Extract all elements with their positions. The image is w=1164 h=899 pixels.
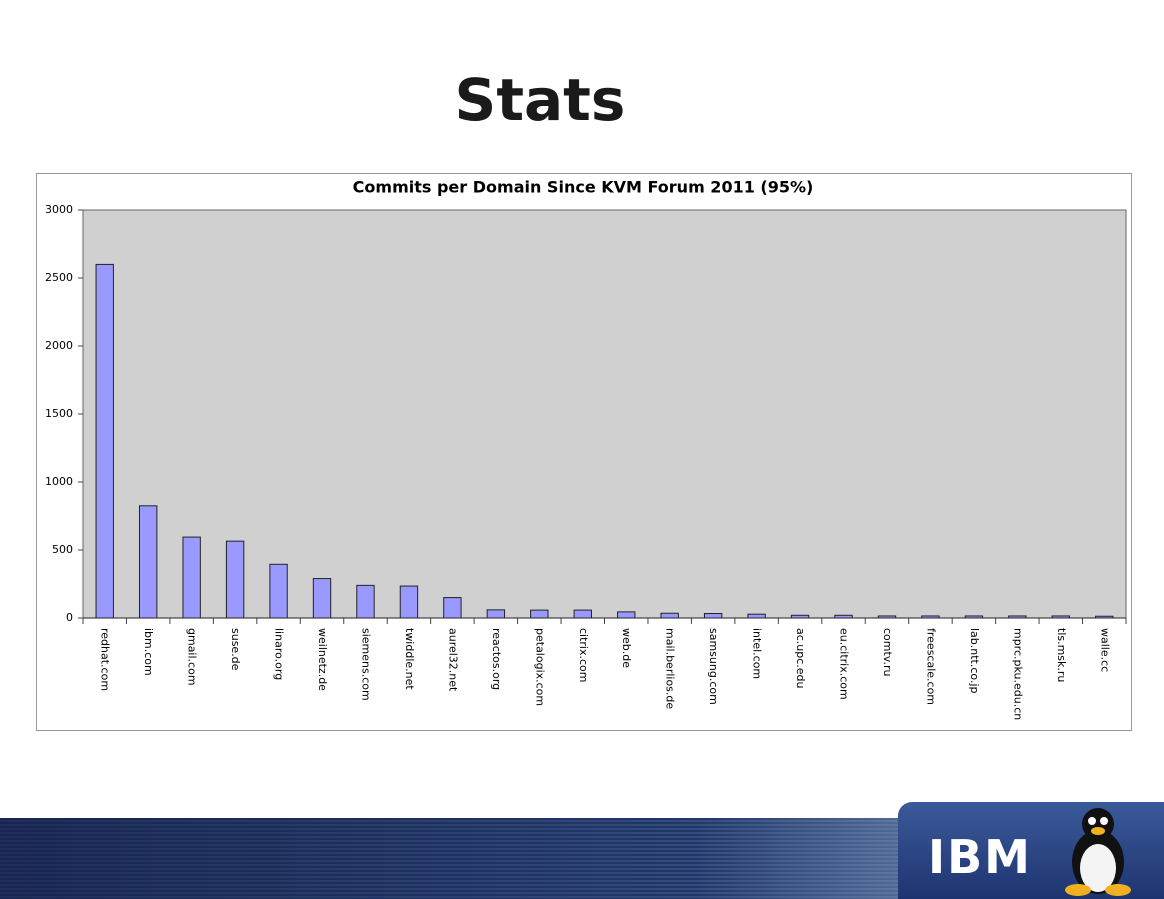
plot-area [82, 209, 1127, 619]
bar [443, 597, 462, 619]
x-tick-label: lab.ntt.co.jp [968, 628, 981, 694]
x-tick-label: petalogix.com [533, 628, 546, 706]
x-tick-label: ibm.com [142, 628, 155, 676]
bar [225, 540, 245, 619]
x-tick-label: samsung.com [707, 628, 720, 705]
bar [182, 536, 201, 619]
y-tick-label: 0 [66, 611, 73, 624]
chart-title: Commits per Domain Since KVM Forum 2011 … [353, 178, 814, 197]
bar [95, 263, 114, 619]
x-tick-label: eu.citrix.com [838, 628, 851, 700]
x-tick-label: intel.com [751, 628, 764, 679]
penguin [1065, 808, 1131, 896]
x-tick-label: twiddle.net [403, 628, 416, 690]
x-tick-label: mprc.pku.edu.cn [1011, 628, 1024, 720]
bar [312, 578, 332, 619]
bar [138, 505, 158, 619]
x-tick-label: linaro.org [273, 628, 286, 680]
bar [617, 611, 636, 619]
bar [573, 609, 592, 619]
bar [747, 613, 766, 619]
x-tick-label: tls.msk.ru [1055, 628, 1068, 682]
x-tick-label: web.de [620, 628, 633, 668]
y-tick-label: 3000 [45, 203, 73, 216]
x-tick-label: walle.cc [1098, 628, 1111, 672]
y-tick-label: 2000 [45, 339, 73, 352]
x-tick-label: redhat.com [99, 628, 112, 691]
x-tick-label: weilnetz.de [316, 628, 329, 691]
y-tick-label: 1000 [45, 475, 73, 488]
x-tick-label: reactos.org [490, 628, 503, 690]
x-tick-label: siemens.com [359, 628, 372, 701]
bar [660, 612, 679, 619]
y-tick-label: 1500 [45, 407, 73, 420]
x-tick-label: suse.de [229, 628, 242, 671]
x-tick-label: gmail.com [186, 628, 199, 686]
y-tick-label: 2500 [45, 271, 73, 284]
chart: Commits per Domain Since KVM Forum 2011 … [36, 173, 1132, 731]
x-tick-label: ac.upc.edu [794, 628, 807, 689]
bar [530, 609, 549, 619]
x-tick-label: freescale.com [924, 628, 937, 705]
x-tick-label: aurel32.net [446, 628, 459, 692]
x-tick-label: mail.berlios.de [664, 628, 677, 709]
slide-title: Stats [454, 66, 626, 134]
x-tick-label: comtv.ru [881, 628, 894, 676]
logo-box: IBM [898, 802, 1164, 899]
bar [269, 563, 288, 619]
bar [486, 609, 506, 619]
y-tick-label: 500 [52, 543, 73, 556]
logo: IBM [928, 830, 1032, 884]
bar [399, 585, 419, 619]
bar [356, 584, 375, 619]
bar [703, 613, 723, 619]
x-tick-label: citrix.com [577, 628, 590, 683]
